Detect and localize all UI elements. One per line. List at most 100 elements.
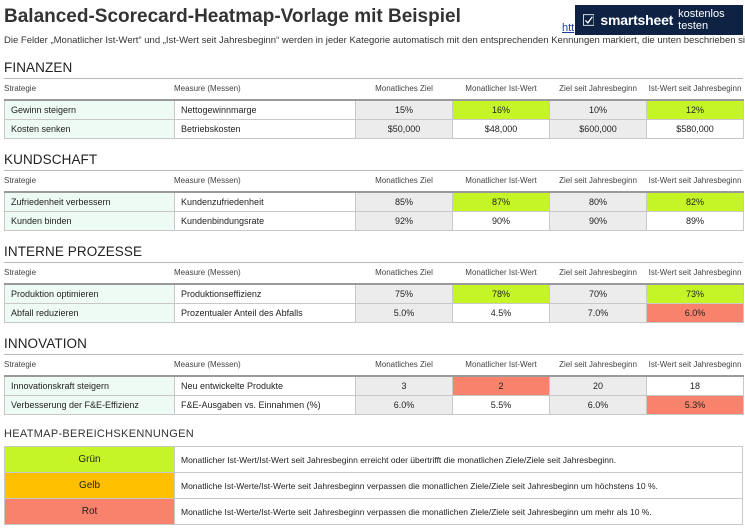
monthly-actual-cell[interactable]: 2 <box>452 375 550 396</box>
section-divider <box>4 262 743 263</box>
table-row: Kunden binden Kundenbindungsrate 92% 90% 90%… <box>4 210 744 231</box>
ytd-actual-cell[interactable]: 89% <box>646 210 744 231</box>
strategy-cell[interactable]: Gewinn steigern <box>4 99 175 120</box>
measure-cell[interactable]: F&E-Ausgaben vs. Einnahmen (%) <box>174 394 356 415</box>
measure-cell[interactable]: Produktionseffizienz <box>174 283 356 304</box>
strategy-cell[interactable]: Zufriedenheit verbessern <box>4 191 175 212</box>
header-strategy: Strategie <box>4 176 37 185</box>
ytd-goal-cell[interactable]: 70% <box>549 283 647 304</box>
ytd-actual-cell[interactable]: 82% <box>646 191 744 212</box>
table-row: Verbesserung der F&E-Effizienz F&E-Ausgab… <box>4 394 744 415</box>
banner-brand: smartsheet <box>600 12 674 28</box>
measure-cell[interactable]: Prozentualer Anteil des Abfalls <box>174 302 356 323</box>
ytd-goal-cell[interactable]: 6.0% <box>549 394 647 415</box>
header-ytd-actual: Ist-Wert seit Jahresbeginn <box>648 268 742 277</box>
header-ytd-actual: Ist-Wert seit Jahresbeginn <box>648 84 742 93</box>
legend-description: Monatliche Ist-Werte/Ist-Werte seit Jahr… <box>174 472 743 499</box>
header-strategy: Strategie <box>4 360 37 369</box>
legend-swatch: Grün <box>4 446 175 473</box>
monthly-goal-cell[interactable]: 92% <box>355 210 453 231</box>
header-measure: Measure (Messen) <box>174 268 241 277</box>
smartsheet-trial-banner[interactable]: smartsheet kostenlos testen <box>575 5 743 35</box>
monthly-actual-cell[interactable]: 16% <box>452 99 550 120</box>
monthly-actual-cell[interactable]: 78% <box>452 283 550 304</box>
scorecard-table: Innovationskraft steigern Neu entwickelte… <box>4 375 744 415</box>
measure-cell[interactable]: Kundenzufriedenheit <box>174 191 356 212</box>
monthly-goal-cell[interactable]: 85% <box>355 191 453 212</box>
header-ytd-actual: Ist-Wert seit Jahresbeginn <box>648 176 742 185</box>
monthly-goal-cell[interactable]: $50,000 <box>355 118 453 139</box>
header-monthly-goal: Monatliches Ziel <box>375 360 433 369</box>
legend-table: Grün Monatlicher Ist-Wert/Ist-Wert seit J… <box>4 446 743 525</box>
legend-row: Rot Monatliche Ist-Werte/Ist-Werte seit J… <box>4 498 743 525</box>
monthly-actual-cell[interactable]: $48,000 <box>452 118 550 139</box>
section-title: KUNDSCHAFT <box>4 152 98 167</box>
monthly-goal-cell[interactable]: 3 <box>355 375 453 396</box>
header-measure: Measure (Messen) <box>174 84 241 93</box>
monthly-actual-cell[interactable]: 4.5% <box>452 302 550 323</box>
strategy-cell[interactable]: Verbesserung der F&E-Effizienz <box>4 394 175 415</box>
legend-swatch: Rot <box>4 498 175 525</box>
header-monthly-actual: Monatlicher Ist-Wert <box>465 268 537 277</box>
section-title: FINANZEN <box>4 60 73 75</box>
legend-description: Monatlicher Ist-Wert/Ist-Wert seit Jahre… <box>174 446 743 473</box>
strategy-cell[interactable]: Kunden binden <box>4 210 175 231</box>
monthly-goal-cell[interactable]: 15% <box>355 99 453 120</box>
strategy-cell[interactable]: Produktion optimieren <box>4 283 175 304</box>
section-kundschaft: KUNDSCHAFT Strategie Measure (Messen) Monat… <box>4 152 744 231</box>
section-divider <box>4 78 743 79</box>
table-row: Gewinn steigern Nettogewinnmarge 15% 16% 10%… <box>4 99 744 120</box>
legend-row: Gelb Monatliche Ist-Werte/Ist-Werte seit … <box>4 472 743 499</box>
smartsheet-link[interactable]: htt <box>562 22 575 34</box>
legend-swatch: Gelb <box>4 472 175 499</box>
section-title: INNOVATION <box>4 336 88 351</box>
section-title: INTERNE PROZESSE <box>4 244 143 259</box>
ytd-actual-cell[interactable]: 18 <box>646 375 744 396</box>
legend-row: Grün Monatlicher Ist-Wert/Ist-Wert seit J… <box>4 446 743 473</box>
monthly-actual-cell[interactable]: 5.5% <box>452 394 550 415</box>
monthly-actual-cell[interactable]: 87% <box>452 191 550 212</box>
scorecard-table: Produktion optimieren Produktionseffizien… <box>4 283 744 323</box>
section-innovation: INNOVATION Strategie Measure (Messen) Monat… <box>4 336 744 415</box>
strategy-cell[interactable]: Innovationskraft steigern <box>4 375 175 396</box>
ytd-actual-cell[interactable]: 73% <box>646 283 744 304</box>
ytd-goal-cell[interactable]: 20 <box>549 375 647 396</box>
measure-cell[interactable]: Betriebskosten <box>174 118 356 139</box>
ytd-actual-cell[interactable]: $580,000 <box>646 118 744 139</box>
page-title: Balanced-Scorecard-Heatmap-Vorlage mit B… <box>4 6 461 27</box>
description: Die Felder „Monatlicher Ist-Wert“ und „I… <box>4 35 745 46</box>
ytd-goal-cell[interactable]: 10% <box>549 99 647 120</box>
strategy-cell[interactable]: Kosten senken <box>4 118 175 139</box>
table-row: Zufriedenheit verbessern Kundenzufriedenh… <box>4 191 744 212</box>
measure-cell[interactable]: Nettogewinnmarge <box>174 99 356 120</box>
header-strategy: Strategie <box>4 84 37 93</box>
measure-cell[interactable]: Kundenbindungsrate <box>174 210 356 231</box>
strategy-cell[interactable]: Abfall reduzieren <box>4 302 175 323</box>
column-headers: Strategie Measure (Messen) Monatliches Zie… <box>4 171 743 191</box>
header-monthly-actual: Monatlicher Ist-Wert <box>465 84 537 93</box>
ytd-goal-cell[interactable]: $600,000 <box>549 118 647 139</box>
monthly-goal-cell[interactable]: 5.0% <box>355 302 453 323</box>
header-monthly-goal: Monatliches Ziel <box>375 84 433 93</box>
ytd-goal-cell[interactable]: 90% <box>549 210 647 231</box>
section-interne-prozesse: INTERNE PROZESSE Strategie Measure (Messen… <box>4 244 744 323</box>
section-finanzen: FINANZEN Strategie Measure (Messen) Monatli… <box>4 60 744 139</box>
table-row: Produktion optimieren Produktionseffizien… <box>4 283 744 304</box>
header-monthly-goal: Monatliches Ziel <box>375 176 433 185</box>
header-ytd-goal: Ziel seit Jahresbeginn <box>559 360 637 369</box>
header-monthly-actual: Monatlicher Ist-Wert <box>465 176 537 185</box>
ytd-actual-cell[interactable]: 5.3% <box>646 394 744 415</box>
ytd-actual-cell[interactable]: 12% <box>646 99 744 120</box>
monthly-actual-cell[interactable]: 90% <box>452 210 550 231</box>
scorecard-table: Zufriedenheit verbessern Kundenzufriedenh… <box>4 191 744 231</box>
header-measure: Measure (Messen) <box>174 176 241 185</box>
measure-cell[interactable]: Neu entwickelte Produkte <box>174 375 356 396</box>
header-ytd-goal: Ziel seit Jahresbeginn <box>559 176 637 185</box>
monthly-goal-cell[interactable]: 6.0% <box>355 394 453 415</box>
ytd-actual-cell[interactable]: 6.0% <box>646 302 744 323</box>
monthly-goal-cell[interactable]: 75% <box>355 283 453 304</box>
ytd-goal-cell[interactable]: 80% <box>549 191 647 212</box>
header-ytd-goal: Ziel seit Jahresbeginn <box>559 84 637 93</box>
banner-cta: kostenlos testen <box>678 8 725 32</box>
ytd-goal-cell[interactable]: 7.0% <box>549 302 647 323</box>
